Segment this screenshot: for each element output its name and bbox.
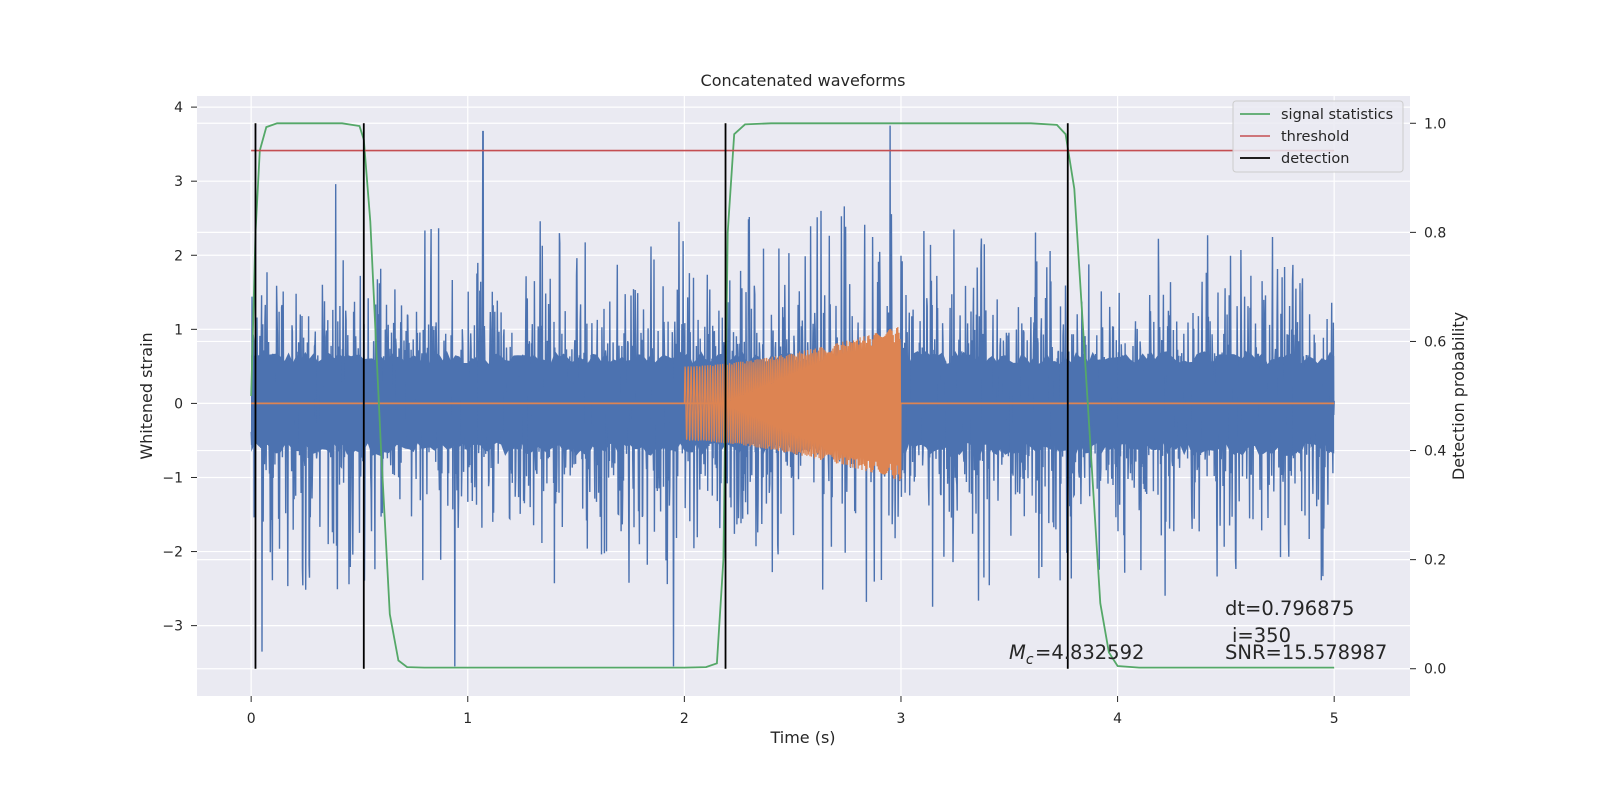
signal-statistics-line <box>250 122 1335 669</box>
y-left-tick-label: 2 <box>174 248 183 264</box>
x-tick-label: 2 <box>680 711 689 727</box>
y-right-tick-label: 0.8 <box>1424 225 1446 241</box>
chart-title: Concatenated waveforms <box>701 71 906 90</box>
y-left-tick-label: 0 <box>174 396 183 412</box>
y-axis-right-title: Detection probability <box>1449 312 1468 480</box>
x-tick-label: 5 <box>1330 711 1339 727</box>
y-left-tick-label: −3 <box>162 619 183 635</box>
legend: signal statistics threshold detection <box>1232 100 1404 173</box>
y-right-tick-label: 0.0 <box>1424 662 1446 678</box>
y-right-tick-label: 0.4 <box>1424 444 1446 460</box>
annotation-snr: SNR=15.578987 <box>1225 641 1387 664</box>
annotation-dt: dt=0.796875 <box>1225 597 1354 620</box>
annotation-mc-value: =4.832592 <box>1035 641 1144 664</box>
y-left-tick-label: 3 <box>174 174 183 190</box>
y-axis-left-title: Whitened strain <box>137 332 156 459</box>
y-left-tick-label: 1 <box>174 322 183 338</box>
y-left-tick-label: −2 <box>162 545 183 561</box>
x-tick-label: 4 <box>1113 711 1122 727</box>
template-chirp <box>683 327 902 481</box>
y-right-tick-label: 0.6 <box>1424 334 1446 350</box>
x-tick-label: 3 <box>897 711 906 727</box>
y-right-tick-label: 1.0 <box>1424 116 1446 132</box>
legend-label-signal-statistics: signal statistics <box>1281 107 1393 123</box>
y-right-tick-label: 0.2 <box>1424 553 1446 569</box>
axis-ticks: 0 1 2 3 4 5 −3 −2 −1 0 1 2 3 4 0.0 0.2 0.4 0.6 0.8 1.0 <box>162 100 1446 727</box>
legend-label-detection: detection <box>1281 151 1349 167</box>
detection-lines <box>254 123 1069 669</box>
y-left-tick-label: 4 <box>174 100 183 116</box>
annotation-chirp-mass: Mc =4.832592 <box>1009 641 1144 668</box>
x-axis-title: Time (s) <box>769 728 835 747</box>
y-left-tick-label: −1 <box>162 470 183 486</box>
strain-series <box>250 125 1335 667</box>
x-tick-label: 1 <box>463 711 472 727</box>
x-tick-label: 0 <box>247 711 256 727</box>
legend-box <box>1232 100 1404 173</box>
legend-label-threshold: threshold <box>1281 129 1349 145</box>
annotation-index: i=350 <box>1232 624 1291 647</box>
